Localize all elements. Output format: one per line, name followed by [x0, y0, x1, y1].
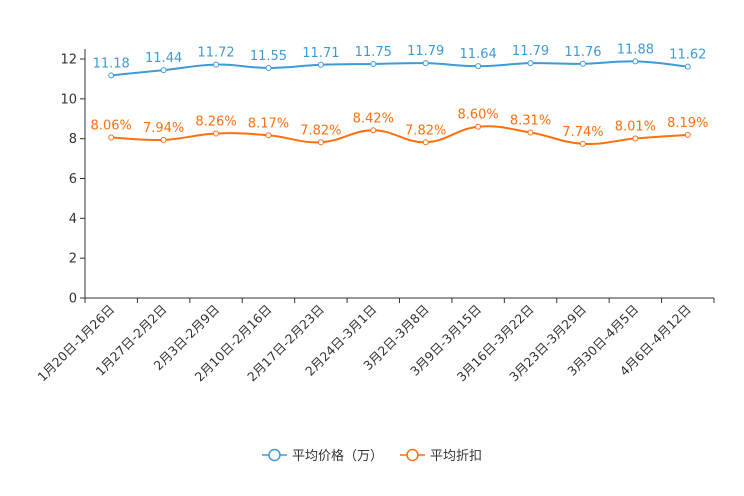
series-line-1 — [111, 125, 688, 146]
y-tick-label: 8 — [69, 132, 77, 147]
data-point — [213, 61, 220, 68]
data-point — [684, 131, 691, 138]
data-label: 11.71 — [302, 46, 339, 61]
y-tick-label: 2 — [69, 252, 77, 267]
data-point — [160, 136, 167, 143]
data-label: 11.64 — [460, 47, 497, 62]
data-label: 8.60% — [457, 108, 498, 123]
data-point — [213, 130, 220, 137]
data-point — [422, 60, 429, 67]
legend-circle-icon — [268, 448, 281, 462]
data-point — [317, 139, 324, 146]
data-point — [475, 63, 482, 70]
y-tick-label: 12 — [60, 53, 77, 68]
data-point — [370, 127, 377, 134]
data-point — [265, 64, 272, 71]
y-tick-label: 6 — [69, 172, 77, 187]
data-label: 8.19% — [667, 116, 708, 131]
data-label: 8.31% — [510, 113, 551, 128]
data-label: 11.75 — [355, 45, 392, 60]
y-tick-label: 10 — [60, 92, 77, 107]
data-label: 8.17% — [248, 116, 289, 131]
data-point — [265, 132, 272, 139]
data-label: 11.88 — [617, 42, 654, 57]
data-label: 7.82% — [300, 123, 341, 138]
data-label: 11.72 — [197, 46, 234, 61]
data-point — [317, 61, 324, 68]
data-label: 7.74% — [562, 125, 603, 140]
y-tick-label: 4 — [69, 212, 77, 227]
data-point — [370, 60, 377, 67]
data-point — [108, 72, 115, 79]
data-label: 8.42% — [353, 111, 394, 126]
series-line-0 — [111, 60, 688, 77]
data-label: 11.79 — [512, 44, 549, 59]
y-tick-label: 0 — [69, 292, 77, 307]
data-label: 7.94% — [143, 121, 184, 136]
data-point — [527, 60, 534, 67]
legend-label: 平均价格（万） — [292, 448, 383, 464]
data-point — [160, 67, 167, 74]
legend-label: 平均折扣 — [430, 449, 482, 464]
data-label: 8.01% — [615, 119, 656, 134]
data-point — [108, 134, 115, 141]
data-label: 11.79 — [407, 44, 444, 59]
data-label: 8.06% — [91, 118, 132, 133]
data-point — [632, 58, 639, 65]
data-label: 11.55 — [250, 49, 287, 64]
data-label: 8.26% — [195, 114, 236, 129]
data-point — [475, 123, 482, 130]
data-label: 11.44 — [145, 51, 182, 66]
data-label: 11.62 — [669, 48, 706, 63]
data-point — [632, 135, 639, 142]
data-point — [579, 140, 586, 147]
data-point — [527, 129, 534, 136]
data-point — [579, 60, 586, 67]
data-label: 11.76 — [564, 45, 601, 60]
data-label: 11.18 — [93, 56, 130, 71]
legend-circle-icon — [406, 448, 419, 462]
data-point — [422, 139, 429, 146]
data-label: 7.82% — [405, 123, 446, 138]
data-point — [684, 63, 691, 70]
